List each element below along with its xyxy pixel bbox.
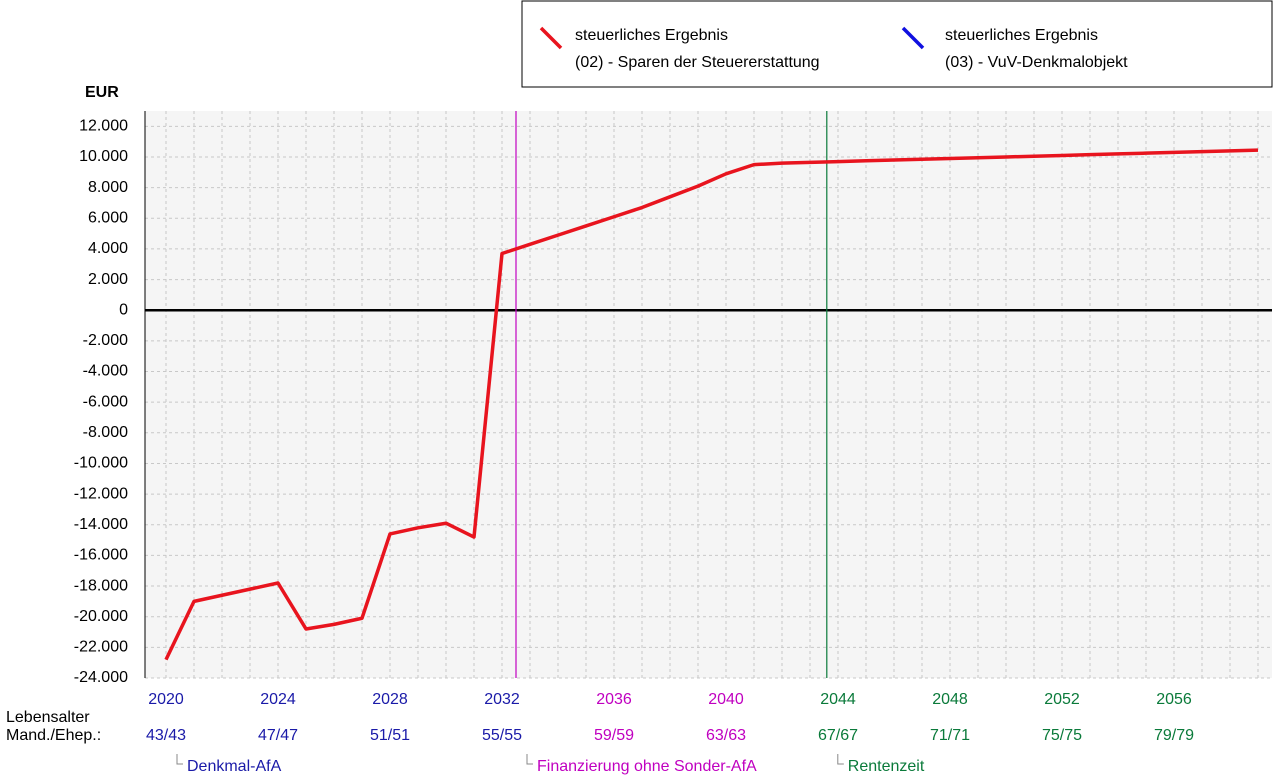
y-tick-label: 10.000 — [79, 148, 128, 165]
y-tick-label: -2.000 — [83, 332, 128, 349]
phase-label: Rentenzeit — [848, 758, 925, 775]
age-label: 43/43 — [146, 727, 186, 744]
y-tick-label: 4.000 — [88, 240, 128, 257]
y-tick-label: -10.000 — [74, 455, 128, 472]
legend-sublabel: (02) - Sparen der Steuererstattung — [575, 54, 820, 71]
x-tick-label: 2052 — [1044, 691, 1080, 708]
age-label: 75/75 — [1042, 727, 1082, 744]
y-axis-label: EUR — [85, 84, 119, 101]
y-tick-label: 8.000 — [88, 179, 128, 196]
x-tick-label: 2020 — [148, 691, 184, 708]
x-tick-label: 2028 — [372, 691, 408, 708]
y-tick-label: -6.000 — [83, 393, 128, 410]
age-label: 55/55 — [482, 727, 522, 744]
y-tick-label: -4.000 — [83, 363, 128, 380]
legend-label: steuerliches Ergebnis — [945, 27, 1098, 44]
legend-label: steuerliches Ergebnis — [575, 27, 728, 44]
y-tick-label: 6.000 — [88, 209, 128, 226]
age-label: 51/51 — [370, 727, 410, 744]
legend-box — [521, 0, 1273, 88]
age-label: 79/79 — [1154, 727, 1194, 744]
x-tick-label: 2036 — [596, 691, 632, 708]
age-label: 67/67 — [818, 727, 858, 744]
y-tick-label: -12.000 — [74, 485, 128, 502]
legend-swatch — [901, 26, 925, 50]
phase-bracket — [837, 754, 844, 765]
phase-bracket — [176, 754, 183, 765]
y-tick-label: -16.000 — [74, 547, 128, 564]
row-label: Mand./Ehep.: — [6, 727, 101, 744]
age-label: 71/71 — [930, 727, 970, 744]
x-tick-label: 2024 — [260, 691, 296, 708]
y-tick-label: -18.000 — [74, 577, 128, 594]
legend-sublabel: (03) - VuV-Denkmalobjekt — [945, 54, 1128, 71]
x-tick-label: 2044 — [820, 691, 856, 708]
row-label: Lebensalter — [6, 709, 90, 726]
age-label: 47/47 — [258, 727, 298, 744]
y-tick-label: -20.000 — [74, 608, 128, 625]
x-tick-label: 2056 — [1156, 691, 1192, 708]
y-tick-label: -14.000 — [74, 516, 128, 533]
plot-area — [145, 111, 1272, 678]
y-tick-label: -22.000 — [74, 639, 128, 656]
legend-swatch — [539, 26, 563, 50]
x-tick-label: 2032 — [484, 691, 520, 708]
phase-bracket — [526, 754, 533, 765]
y-tick-label: 2.000 — [88, 271, 128, 288]
phase-label: Finanzierung ohne Sonder-AfA — [537, 758, 757, 775]
phase-label: Denkmal-AfA — [187, 758, 282, 775]
y-tick-label: -8.000 — [83, 424, 128, 441]
y-tick-label: 12.000 — [79, 118, 128, 135]
x-tick-label: 2048 — [932, 691, 968, 708]
data-line — [164, 148, 1259, 661]
age-label: 63/63 — [706, 727, 746, 744]
age-label: 59/59 — [594, 727, 634, 744]
x-tick-label: 2040 — [708, 691, 744, 708]
y-tick-label: 0 — [119, 301, 128, 318]
y-tick-label: -24.000 — [74, 669, 128, 686]
